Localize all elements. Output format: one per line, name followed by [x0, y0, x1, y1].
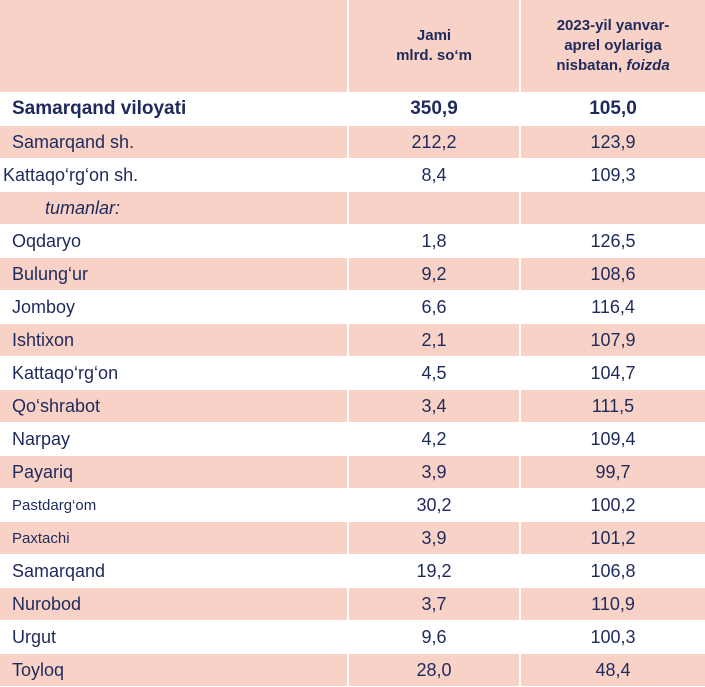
header-percent: 2023-yil yanvar- aprel oylariga nisbatan… — [520, 0, 705, 93]
percent-value: 110,9 — [520, 587, 705, 621]
total-value: 350,9 — [348, 92, 521, 126]
total-value: 2,1 — [348, 323, 521, 357]
table-row: Pastdarg‘om 30,2 100,2 — [0, 488, 705, 522]
total-value: 28,0 — [348, 653, 521, 687]
region-name: Nurobod — [0, 587, 349, 621]
percent-value: 106,8 — [520, 554, 705, 588]
percent-value: 123,9 — [520, 125, 705, 159]
total-value: 3,9 — [348, 455, 521, 489]
header-percent-line3-italic: foizda — [626, 57, 670, 74]
header-total-line1: Jami — [416, 27, 452, 44]
region-name: Urgut — [0, 620, 349, 654]
percent-value — [520, 191, 705, 225]
total-value: 4,5 — [348, 356, 521, 390]
table-row: Kattaqo‘rg‘on sh. 8,4 109,3 — [0, 158, 705, 192]
total-value: 19,2 — [348, 554, 521, 588]
header-percent-line2: aprel oylariga — [564, 37, 662, 54]
table-row: Samarqand 19,2 106,8 — [0, 554, 705, 588]
percent-value: 100,2 — [520, 488, 705, 522]
header-percent-line1: 2023-yil yanvar- — [556, 17, 670, 34]
table-row: Qo‘shrabot 3,4 111,5 — [0, 389, 705, 423]
header-total-line2: mlrd. so‘m — [396, 47, 472, 64]
header-region — [0, 0, 349, 93]
table-row: Payariq 3,9 99,7 — [0, 455, 705, 489]
section-label: tumanlar: — [0, 191, 349, 225]
total-value: 4,2 — [348, 422, 521, 456]
table-row: Samarqand sh. 212,2 123,9 — [0, 125, 705, 159]
percent-value: 48,4 — [520, 653, 705, 687]
total-value: 6,6 — [348, 290, 521, 324]
region-name: Samarqand viloyati — [0, 92, 349, 126]
region-name: Payariq — [0, 455, 349, 489]
total-value: 30,2 — [348, 488, 521, 522]
percent-value: 109,4 — [520, 422, 705, 456]
percent-value: 105,0 — [520, 92, 705, 126]
region-name: Oqdaryo — [0, 224, 349, 258]
table-row: Kattaqo‘rg‘on 4,5 104,7 — [0, 356, 705, 390]
header-percent-line3-plain: nisbatan, — [556, 57, 627, 74]
table-row: Samarqand viloyati 350,9 105,0 — [0, 92, 705, 126]
percent-value: 116,4 — [520, 290, 705, 324]
region-name: Samarqand sh. — [0, 125, 349, 159]
percent-value: 108,6 — [520, 257, 705, 291]
total-value: 3,4 — [348, 389, 521, 423]
header-percent-line3: nisbatan, foizda — [521, 56, 705, 76]
header-row: Jami mlrd. so‘m 2023-yil yanvar- aprel o… — [0, 0, 705, 93]
total-value: 9,6 — [348, 620, 521, 654]
region-name: Narpay — [0, 422, 349, 456]
table-row: Jomboy 6,6 116,4 — [0, 290, 705, 324]
region-name: Samarqand — [0, 554, 349, 588]
total-value: 3,9 — [348, 521, 521, 555]
percent-value: 101,2 — [520, 521, 705, 555]
percent-value: 111,5 — [520, 389, 705, 423]
total-value: 212,2 — [348, 125, 521, 159]
region-name: Kattaqo‘rg‘on sh. — [0, 158, 349, 192]
total-value: 8,4 — [348, 158, 521, 192]
percent-value: 99,7 — [520, 455, 705, 489]
region-name: Toyloq — [0, 653, 349, 687]
table-row: tumanlar: — [0, 191, 705, 225]
percent-value: 109,3 — [520, 158, 705, 192]
region-name: Bulung‘ur — [0, 257, 349, 291]
total-value: 1,8 — [348, 224, 521, 258]
percent-value: 126,5 — [520, 224, 705, 258]
total-value — [348, 191, 521, 225]
region-name: Qo‘shrabot — [0, 389, 349, 423]
percent-value: 107,9 — [520, 323, 705, 357]
region-name: Pastdarg‘om — [0, 488, 349, 522]
total-value: 3,7 — [348, 587, 521, 621]
table-row: Bulung‘ur 9,2 108,6 — [0, 257, 705, 291]
table-row: Nurobod 3,7 110,9 — [0, 587, 705, 621]
table-row: Urgut 9,6 100,3 — [0, 620, 705, 654]
table-row: Ishtixon 2,1 107,9 — [0, 323, 705, 357]
table-row: Paxtachi 3,9 101,2 — [0, 521, 705, 555]
table-row: Oqdaryo 1,8 126,5 — [0, 224, 705, 258]
table-row: Narpay 4,2 109,4 — [0, 422, 705, 456]
region-name: Paxtachi — [0, 521, 349, 555]
region-name: Ishtixon — [0, 323, 349, 357]
percent-value: 104,7 — [520, 356, 705, 390]
table-row: Toyloq 28,0 48,4 — [0, 653, 705, 687]
region-name: Jomboy — [0, 290, 349, 324]
region-name: Kattaqo‘rg‘on — [0, 356, 349, 390]
percent-value: 100,3 — [520, 620, 705, 654]
total-value: 9,2 — [348, 257, 521, 291]
header-total: Jami mlrd. so‘m — [348, 0, 521, 93]
